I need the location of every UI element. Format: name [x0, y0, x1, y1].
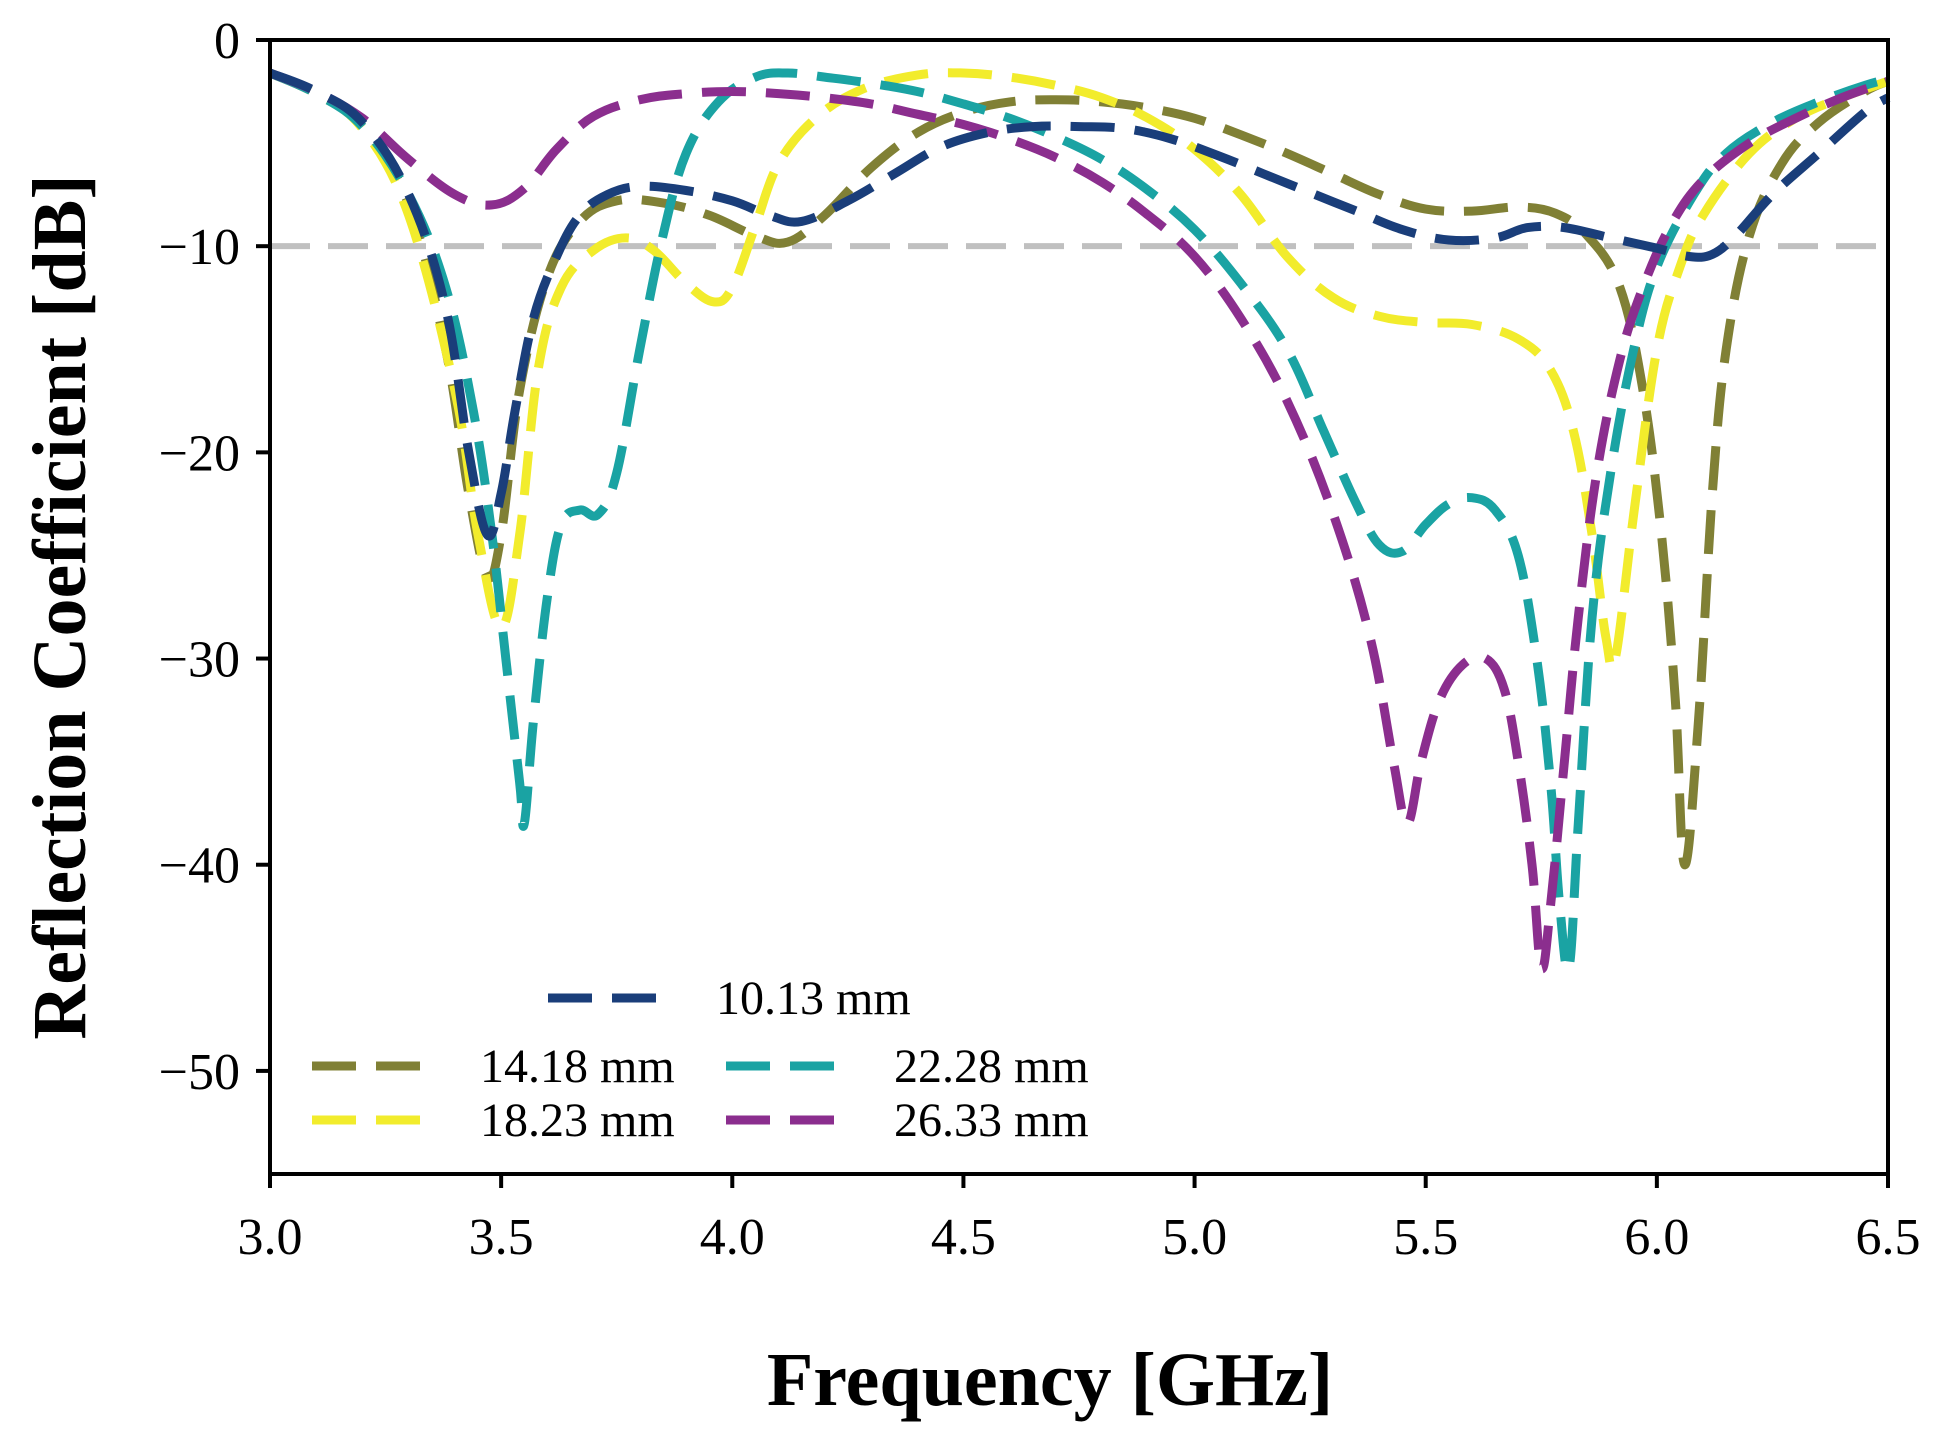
- x-tick-label: 6.5: [1856, 1209, 1921, 1266]
- legend-label: 14.18 mm: [480, 1040, 675, 1093]
- x-tick-label: 6.0: [1624, 1209, 1689, 1266]
- legend-label: 22.28 mm: [894, 1040, 1089, 1093]
- y-tick-label: −40: [159, 838, 240, 895]
- series-layer: [268, 68, 1891, 976]
- tick-layer: 3.0 3.5 4.0 4.5 5.0 5.5 6.0 6.5 0 −10 −20 −30 −40 −50: [159, 13, 1921, 1266]
- legend-label: 26.33 mm: [894, 1094, 1089, 1147]
- plot-frame: [268, 38, 1890, 1176]
- y-tick-label: −20: [159, 425, 240, 482]
- series-line-22-28mm: [268, 68, 1890, 976]
- plot-frame-layer: [268, 38, 1890, 1176]
- y-tick-label: 0: [214, 13, 240, 70]
- x-axis-title: Frequency [GHz]: [767, 1338, 1333, 1422]
- x-tick-label: 3.0: [238, 1209, 303, 1266]
- series-line-26-33mm: [268, 68, 1890, 974]
- legend: 10.13 mm 14.18 mm 22.28 mm 18.23 mm 26.33 mm: [312, 972, 1089, 1147]
- x-tick-label: 5.5: [1393, 1209, 1458, 1266]
- series-line-18-23mm: [268, 68, 1890, 673]
- y-tick-label: −30: [159, 632, 240, 689]
- legend-label: 10.13 mm: [716, 972, 911, 1025]
- y-axis-title: Reflection Coefficient [dB]: [18, 174, 102, 1039]
- y-tick-label: −50: [159, 1044, 240, 1101]
- x-tick-label: 5.0: [1162, 1209, 1227, 1266]
- x-tick-label: 4.0: [700, 1209, 765, 1266]
- y-tick-label: −10: [159, 219, 240, 276]
- x-tick-label: 4.5: [931, 1209, 996, 1266]
- legend-label: 18.23 mm: [480, 1094, 675, 1147]
- series-line-10-13mm: [268, 68, 1891, 541]
- series-line-14-18mm: [268, 68, 1890, 870]
- x-tick-label: 3.5: [469, 1209, 534, 1266]
